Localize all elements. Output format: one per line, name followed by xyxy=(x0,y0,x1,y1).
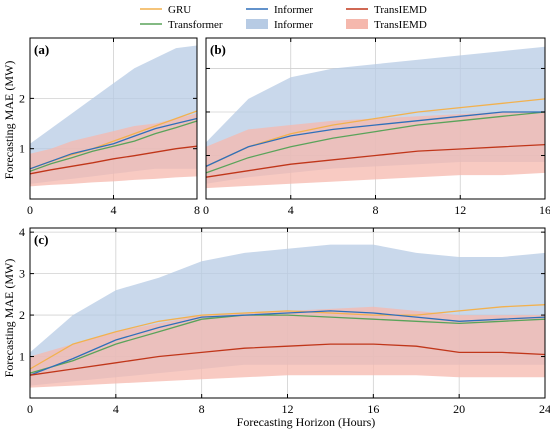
x-tick-label: 8 xyxy=(373,203,379,217)
band-transiemd xyxy=(30,113,197,187)
panel-label: (a) xyxy=(34,42,49,57)
x-axis-label: Forecasting Horizon (Hours) xyxy=(237,415,376,429)
legend-label-transiemd-band: TransIEMD xyxy=(374,19,427,31)
y-tick-label: 2 xyxy=(19,91,25,105)
legend-swatch-informer-band xyxy=(246,19,268,29)
legend-label-transiemd-line: TransIEMD xyxy=(374,4,427,16)
series-line-transformer xyxy=(29,314,546,374)
x-tick-label: 0 xyxy=(27,203,33,217)
panel-b: 0 4 8 12 16 (b) xyxy=(203,37,550,217)
x-tick-label: 24 xyxy=(539,402,550,416)
x-tick-label: 16 xyxy=(539,203,550,217)
legend-label-informer-band: Informer xyxy=(274,19,313,31)
legend: GRU Transformer Informer Informer TransI… xyxy=(140,4,427,31)
series-line-transformer xyxy=(29,120,198,172)
y-tick-label: 4 xyxy=(19,225,25,239)
panel-a: 0 4 812(a) xyxy=(19,37,200,217)
legend-item-transformer: Transformer xyxy=(140,19,223,31)
x-tick-label: 16 xyxy=(367,402,379,416)
y-axis-label-bottom: Forecasting MAE (MW) xyxy=(2,259,16,378)
series-line-transiemd xyxy=(29,145,198,175)
legend-item-informer-line: Informer xyxy=(246,4,313,16)
panel-label: (b) xyxy=(210,42,226,57)
y-axis-label-top: Forecasting MAE (MW) xyxy=(2,61,16,180)
x-tick-label: 20 xyxy=(453,402,465,416)
y-tick-label: 2 xyxy=(19,308,25,322)
x-tick-label: 4 xyxy=(111,203,117,217)
y-tick-label: 1 xyxy=(19,142,25,156)
legend-item-transiemd-line: TransIEMD xyxy=(346,4,427,16)
series-line-gru xyxy=(205,98,546,167)
legend-swatch-transiemd-band xyxy=(346,19,368,29)
x-tick-label: 8 xyxy=(199,402,205,416)
legend-item-transiemd-band: TransIEMD xyxy=(346,19,427,31)
series-line-transiemd xyxy=(29,343,546,376)
legend-label-transformer: Transformer xyxy=(168,19,223,31)
series-line-transiemd xyxy=(205,143,546,178)
panel-label: (c) xyxy=(34,232,48,247)
series-line-gru xyxy=(29,304,546,370)
series-line-informer xyxy=(29,117,198,170)
y-tick-label: 3 xyxy=(19,267,25,281)
x-tick-label: 12 xyxy=(282,402,294,416)
x-tick-label: 4 xyxy=(288,203,294,217)
x-tick-label: 8 xyxy=(194,203,200,217)
legend-label-informer-line: Informer xyxy=(274,4,313,16)
series-line-informer xyxy=(205,111,545,167)
x-tick-label: 12 xyxy=(454,203,466,217)
x-tick-label: 4 xyxy=(113,402,119,416)
legend-item-gru: GRU xyxy=(140,4,191,16)
series-line-informer xyxy=(29,310,546,376)
x-tick-label: 0 xyxy=(27,402,33,416)
x-tick-label: 0 xyxy=(203,203,209,217)
legend-item-informer-band: Informer xyxy=(246,19,313,31)
y-tick-label: 1 xyxy=(19,350,25,364)
band-transiemd xyxy=(206,112,545,189)
series-line-transformer xyxy=(205,111,546,174)
legend-label-gru: GRU xyxy=(168,4,191,16)
